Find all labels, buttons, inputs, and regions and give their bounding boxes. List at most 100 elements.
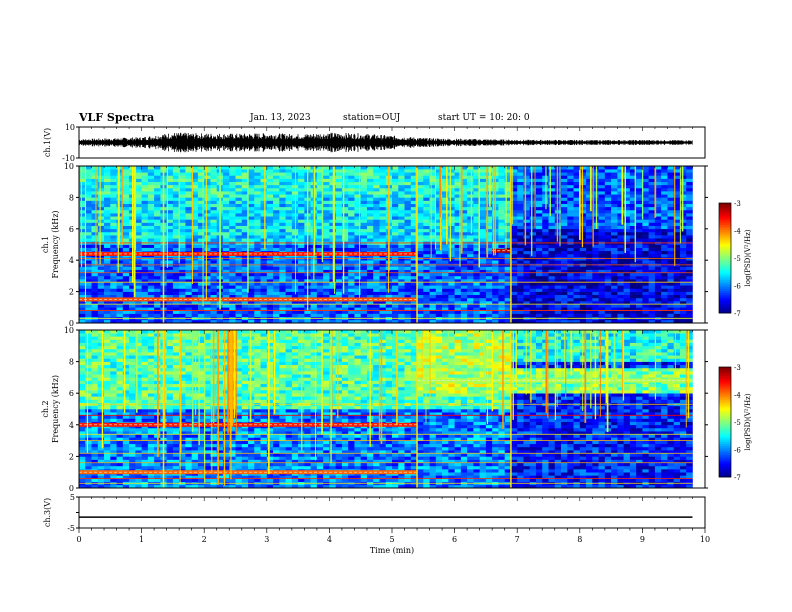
ch1-spectrogram-cell	[467, 166, 474, 170]
ch1-spectrogram-cell	[335, 206, 343, 211]
ch1-spectrogram-cell	[254, 269, 261, 274]
ch1-spectrogram-cell	[648, 235, 656, 239]
ch1-spectrogram-cell	[642, 175, 649, 179]
ch1-spectrogram-cell	[617, 194, 624, 198]
ch1-spectrogram-cell	[517, 228, 524, 233]
ch1-spectrogram-cell	[379, 197, 387, 201]
ch1-spectrogram-cell	[617, 282, 624, 286]
ch1-spectrogram-cell	[222, 238, 230, 242]
ch1-spectrogram-cell	[561, 301, 568, 305]
ch1-spectrogram-cell	[623, 169, 631, 173]
ch1-spectrogram-cell	[554, 291, 562, 296]
ch1-spectrogram-cell	[673, 225, 681, 230]
ch1-spectrogram-cell	[197, 266, 205, 270]
ch1-spectrogram-cell	[197, 294, 205, 299]
ch1-spectrogram-cell	[535, 209, 543, 214]
ch1-spectrogram-cell	[172, 197, 180, 201]
ch1-spectrogram-cell	[535, 228, 543, 233]
ch1-spectrogram-cell	[191, 304, 199, 308]
ch1-spectrogram-cell	[104, 175, 111, 179]
ch1-spectrogram-cell	[573, 282, 581, 286]
ch1-spectrogram-cell	[279, 275, 286, 280]
ch1-spectrogram-cell	[172, 191, 180, 195]
ch1-spectrogram-cell	[392, 175, 399, 179]
ch1-spectrogram-cell	[104, 169, 111, 173]
ch1-spectrogram-cell	[316, 184, 324, 189]
ch1-spectrogram-cell	[561, 275, 568, 280]
ch1-spectrogram-cell	[504, 228, 512, 233]
ch1-spectrogram-cell	[542, 209, 549, 214]
ch1-spectrogram-cell	[448, 304, 455, 308]
ch1-spectrogram-cell	[360, 247, 368, 252]
ch1-spectrogram-cell	[116, 235, 124, 239]
ch1-spectrogram-cell	[260, 187, 268, 192]
ch1-spectrogram-cell	[166, 294, 174, 299]
ch1-spectrogram-cell	[498, 228, 505, 233]
ch1-spectrogram-cell	[642, 275, 649, 280]
ch1-spectrogram-cell	[235, 288, 243, 292]
ch1-spectrogram-cell	[667, 250, 674, 255]
ch1-spectrogram-cell	[573, 181, 581, 186]
ch1-spectrogram-cell	[316, 169, 324, 173]
ch1-spectrogram-cell	[423, 216, 430, 220]
ch1-spectrogram-cell	[429, 301, 437, 305]
ch1-spectrogram-cell	[435, 203, 443, 208]
ch1-spectrogram-cell	[348, 291, 355, 296]
ch1-spectrogram-cell	[460, 222, 468, 226]
ch1-spectrogram-cell	[341, 282, 349, 286]
ch1-spectrogram-cell	[154, 225, 161, 230]
ch1-spectrogram-cell	[229, 313, 236, 318]
ch1-spectrogram-cell	[172, 291, 180, 296]
ch1-spectrogram-cell	[579, 197, 587, 201]
ch1-spectrogram-cell	[579, 166, 587, 170]
ch1-spectrogram-cell	[366, 304, 374, 308]
ch1-spectrogram-cell	[197, 291, 205, 296]
ch1-spectrogram-cell	[423, 172, 430, 176]
ch1-spectrogram-cell	[673, 310, 681, 314]
ch1-spectrogram-cell	[629, 178, 637, 182]
ch1-spectrogram-cell	[373, 260, 380, 264]
ch1-spectrogram-cell	[354, 175, 361, 179]
ch1-spectrogram-cell	[197, 269, 205, 274]
ch1-spectrogram-cell	[104, 235, 111, 239]
ch1-spectrogram-cell	[554, 307, 562, 311]
ch1-spectrogram-cell	[122, 178, 130, 182]
ch1-spectrogram-cell	[248, 247, 255, 252]
ch1-spectrogram-cell	[373, 178, 380, 182]
ch1-spectrogram-cell	[586, 184, 593, 189]
ch1-spectrogram-cell	[360, 313, 368, 318]
ch1-spectrogram-cell	[79, 200, 86, 204]
ch1-spectrogram-cell	[467, 301, 474, 305]
ch1-spectrogram-cell	[673, 175, 681, 179]
ch1-spectrogram-cell	[498, 282, 505, 286]
ch1-spectrogram-cell	[448, 209, 455, 214]
ch1-spectrogram-cell	[504, 225, 512, 230]
ch1-spectrogram-cell	[604, 194, 612, 198]
ch1-spectrogram-cell	[379, 191, 387, 195]
ch1-spectrogram-cell	[197, 213, 205, 217]
ch1-spectrogram-cell	[260, 228, 268, 233]
ch1-spectrogram-cell	[147, 282, 155, 286]
ch1-spectrogram-cell	[104, 275, 111, 280]
ch1-spectrogram-cell	[442, 269, 449, 274]
ch1-spectrogram-cell	[629, 319, 637, 324]
ch1-spectrogram-cell	[429, 279, 437, 283]
ch1-spectrogram-cell	[392, 166, 399, 170]
ch1-spectrogram-cell	[473, 269, 480, 274]
ch1-spectrogram-cell	[573, 200, 581, 204]
ch1-spectrogram-cell	[248, 231, 255, 236]
ch1-spectrogram-cell	[323, 228, 330, 233]
ch1-spectrogram-cell	[204, 275, 211, 280]
ch1-spectrogram-cell	[636, 285, 643, 289]
ch1-spectrogram-cell	[442, 260, 449, 264]
ch1-spectrogram-cell	[435, 231, 443, 236]
ch1-spectrogram-cell	[673, 172, 681, 176]
ch1-spectrogram-cell	[279, 219, 286, 223]
ch1-spectrogram-cell	[510, 313, 518, 318]
ch1-spectrogram-cell	[85, 222, 92, 226]
ch1-spectrogram-cell	[229, 222, 236, 226]
ch1-spectrogram-cell	[467, 313, 474, 318]
ch1-spectrogram-cell	[141, 181, 149, 186]
ch1-spectrogram-cell	[667, 247, 674, 252]
ch1-spectrogram-cell	[348, 238, 355, 242]
